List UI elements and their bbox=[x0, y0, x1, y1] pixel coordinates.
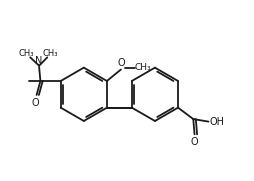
Text: CH₃: CH₃ bbox=[19, 49, 34, 58]
Text: O: O bbox=[31, 98, 39, 108]
Text: N: N bbox=[36, 56, 43, 66]
Text: O: O bbox=[191, 137, 198, 147]
Text: O: O bbox=[117, 58, 125, 68]
Text: CH₃: CH₃ bbox=[43, 49, 58, 58]
Text: OH: OH bbox=[210, 117, 225, 127]
Text: CH₃: CH₃ bbox=[135, 62, 151, 71]
